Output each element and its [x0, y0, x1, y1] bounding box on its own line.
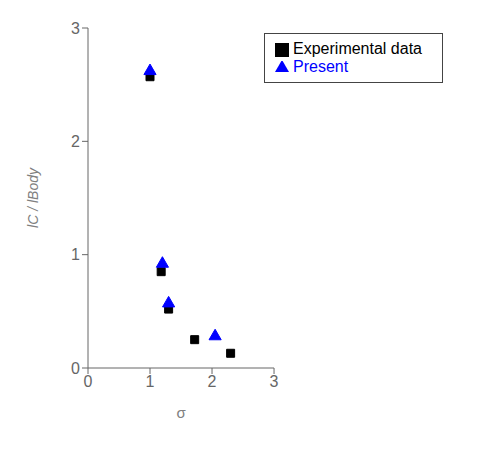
svg-text:1: 1: [146, 373, 155, 390]
svg-text:σ: σ: [176, 404, 186, 421]
svg-text:2: 2: [208, 373, 217, 390]
svg-text:0: 0: [71, 360, 80, 377]
svg-text:3: 3: [71, 20, 80, 37]
html-text:Present: Present: [293, 58, 349, 75]
svg-text:lC / lBody: lC / lBody: [25, 167, 41, 228]
svg-text:1: 1: [71, 246, 80, 263]
html-text:Experimental data: Experimental data: [293, 40, 422, 57]
svg-text:0: 0: [84, 373, 93, 390]
svg-text:3: 3: [270, 373, 279, 390]
svg-text:2: 2: [71, 133, 80, 150]
